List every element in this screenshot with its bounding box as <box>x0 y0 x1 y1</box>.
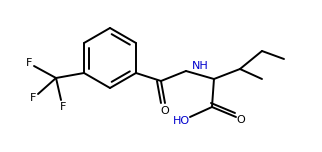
Text: O: O <box>161 106 169 116</box>
Text: NH: NH <box>192 61 209 71</box>
Text: F: F <box>30 93 36 103</box>
Text: O: O <box>237 115 245 125</box>
Text: F: F <box>60 102 66 112</box>
Text: HO: HO <box>172 116 190 126</box>
Text: F: F <box>26 58 32 68</box>
